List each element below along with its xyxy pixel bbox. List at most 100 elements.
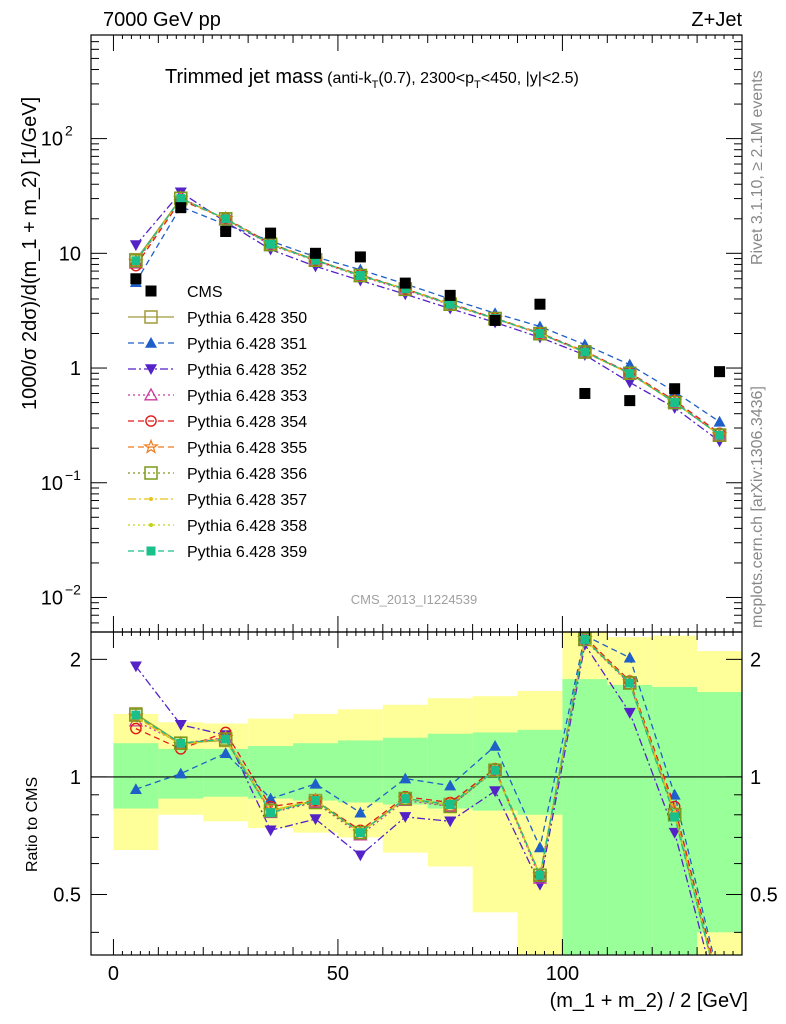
title-sub2: T bbox=[474, 79, 481, 91]
legend-marker-7 bbox=[149, 497, 153, 501]
ratio-point bbox=[623, 707, 636, 719]
header-left: 7000 GeV pp bbox=[103, 9, 221, 31]
series-line-1 bbox=[135, 205, 720, 423]
x-axis-title: (m_1 + m_2) / 2 [GeV] bbox=[550, 990, 748, 1012]
chart-title: Trimmed jet mass (anti-kT(0.7), 2300<pT<4… bbox=[165, 66, 579, 91]
legend-label-6: Pythia 6.428 356 bbox=[187, 466, 307, 483]
ratio-point bbox=[444, 779, 457, 791]
data-point bbox=[309, 247, 321, 259]
ratio-series-layer bbox=[127, 632, 714, 955]
series-point bbox=[266, 239, 276, 249]
ratio-point bbox=[670, 812, 680, 822]
series-line-2 bbox=[135, 191, 720, 442]
title-b: (0.7), 2300<p bbox=[378, 70, 474, 87]
series-point bbox=[625, 368, 635, 378]
ratio-point bbox=[264, 825, 277, 837]
series-point bbox=[578, 345, 592, 359]
series-point bbox=[129, 254, 143, 268]
ratio-point bbox=[489, 740, 502, 751]
legend: CMS Pythia 6.428 350 Pythia 6.428 351 Pythi… bbox=[128, 284, 307, 561]
legend-label-0: Pythia 6.428 350 bbox=[187, 310, 307, 327]
band-green-bin bbox=[517, 729, 563, 815]
series-line-9 bbox=[135, 197, 720, 436]
data-point bbox=[175, 202, 187, 214]
data-point bbox=[220, 225, 232, 237]
ratio-point bbox=[623, 676, 637, 690]
ratio-point bbox=[625, 678, 635, 688]
series-point bbox=[400, 284, 410, 294]
data-point bbox=[265, 227, 277, 239]
ratio-point bbox=[355, 828, 365, 838]
legend-label-9: Pythia 6.428 359 bbox=[187, 544, 307, 561]
series-point bbox=[667, 395, 682, 410]
title-a: (anti-k bbox=[327, 70, 372, 87]
data-point bbox=[489, 314, 501, 326]
y-axis-title: 1000/σ 2dσ)/d(m_1 + m_2) [1/GeV] bbox=[19, 97, 41, 410]
ratio-point bbox=[176, 738, 186, 748]
ratio-line-2 bbox=[135, 643, 708, 955]
ratio-point bbox=[129, 708, 143, 722]
series-point bbox=[535, 329, 545, 338]
y-tick-label: 10 bbox=[41, 129, 63, 151]
ratio-point bbox=[398, 791, 413, 806]
legend-label-4: Pythia 6.428 354 bbox=[187, 414, 307, 431]
ratio-point bbox=[580, 634, 590, 644]
legend-marker-1 bbox=[145, 337, 157, 348]
band-green-bin bbox=[337, 740, 383, 803]
data-point bbox=[354, 251, 366, 263]
band-green-bin bbox=[607, 684, 653, 955]
legend-label-8: Pythia 6.428 358 bbox=[187, 518, 307, 535]
ratio-point bbox=[174, 736, 188, 750]
ratio-point bbox=[174, 719, 187, 731]
data-point bbox=[669, 383, 681, 395]
data-point bbox=[624, 395, 636, 407]
y-tick-label: 10 bbox=[59, 243, 81, 265]
ratio-point bbox=[174, 767, 187, 779]
band-green-bin bbox=[293, 743, 338, 801]
series-point bbox=[129, 240, 142, 252]
series-point bbox=[310, 255, 320, 265]
ratio-point bbox=[400, 794, 410, 804]
ratio-line-6 bbox=[135, 638, 711, 955]
series-point bbox=[353, 268, 368, 283]
legend-label-1: Pythia 6.428 351 bbox=[187, 336, 307, 353]
series-point bbox=[670, 398, 680, 408]
y-tick-exponent: 2 bbox=[65, 123, 73, 139]
legend-label-2: Pythia 6.428 352 bbox=[187, 362, 307, 379]
series-point bbox=[533, 326, 547, 341]
ratio-point bbox=[578, 632, 592, 647]
ratio-point bbox=[488, 763, 502, 778]
ratio-point bbox=[129, 661, 142, 673]
band-green-bin bbox=[427, 733, 473, 809]
title-sub1: T bbox=[372, 79, 379, 91]
data-point bbox=[579, 387, 591, 399]
legend-marker-2 bbox=[145, 364, 157, 375]
ratio-point bbox=[533, 841, 546, 853]
ratio-point bbox=[623, 651, 636, 663]
legend-marker-3 bbox=[143, 387, 159, 401]
x-tick-label: 0 bbox=[108, 963, 119, 985]
series-point bbox=[623, 377, 636, 389]
x-tick-label: 50 bbox=[327, 963, 349, 985]
ratio-point bbox=[309, 814, 322, 826]
legend-label-7: Pythia 6.428 357 bbox=[187, 492, 307, 509]
header-right: Z+Jet bbox=[691, 9, 742, 31]
ratio-point bbox=[264, 792, 277, 804]
ratio-point bbox=[221, 734, 231, 744]
title-c: <450, |y|<2.5) bbox=[481, 70, 579, 87]
ratio-point bbox=[354, 806, 367, 818]
legend-marker-8 bbox=[149, 523, 153, 527]
ratio-line-4 bbox=[135, 635, 713, 955]
analysis-label: CMS_2013_I1224539 bbox=[351, 592, 478, 607]
ratio-point bbox=[444, 816, 457, 828]
ratio-point bbox=[266, 808, 276, 818]
series-point bbox=[580, 347, 590, 357]
ratio-tick-label-left: 0.5 bbox=[53, 885, 81, 907]
ratio-point bbox=[399, 772, 412, 784]
series-point bbox=[712, 428, 727, 442]
series-point bbox=[715, 430, 725, 440]
legend-marker-0 bbox=[144, 310, 158, 324]
band-green-bin bbox=[113, 743, 159, 809]
